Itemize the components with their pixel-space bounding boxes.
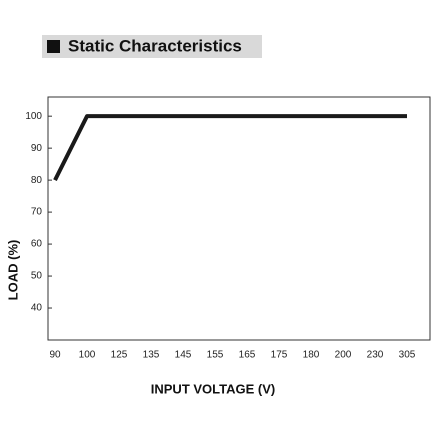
x-tick-label: 165 <box>239 350 256 361</box>
x-tick-label: 90 <box>49 350 61 361</box>
data-line <box>53 114 407 182</box>
x-tick-label: 135 <box>143 350 160 361</box>
x-tick-label: 155 <box>207 350 224 361</box>
y-axis-label: LOAD (%) <box>5 240 20 301</box>
y-tick-label: 40 <box>31 303 43 314</box>
y-tick-label: 50 <box>31 271 43 282</box>
x-tick-label: 125 <box>111 350 128 361</box>
y-tick-label: 100 <box>25 111 42 122</box>
plot-frame <box>47 96 431 341</box>
x-tick-label: 100 <box>79 350 96 361</box>
title-band <box>42 35 262 58</box>
x-axis-label: INPUT VOLTAGE (V) <box>151 381 275 396</box>
x-tick-label: 175 <box>271 350 288 361</box>
x-tick-label: 145 <box>175 350 192 361</box>
y-tick-label: 60 <box>31 239 43 250</box>
x-tick-label: 200 <box>335 350 352 361</box>
y-tick-label: 80 <box>31 175 43 186</box>
title-bullet <box>47 40 60 53</box>
x-tick-label: 305 <box>399 350 416 361</box>
chart-title: Static Characteristics <box>68 36 242 55</box>
y-tick-label: 70 <box>31 207 43 218</box>
x-tick-label: 180 <box>303 350 320 361</box>
x-tick-label: 230 <box>367 350 384 361</box>
y-tick-label: 90 <box>31 143 43 154</box>
